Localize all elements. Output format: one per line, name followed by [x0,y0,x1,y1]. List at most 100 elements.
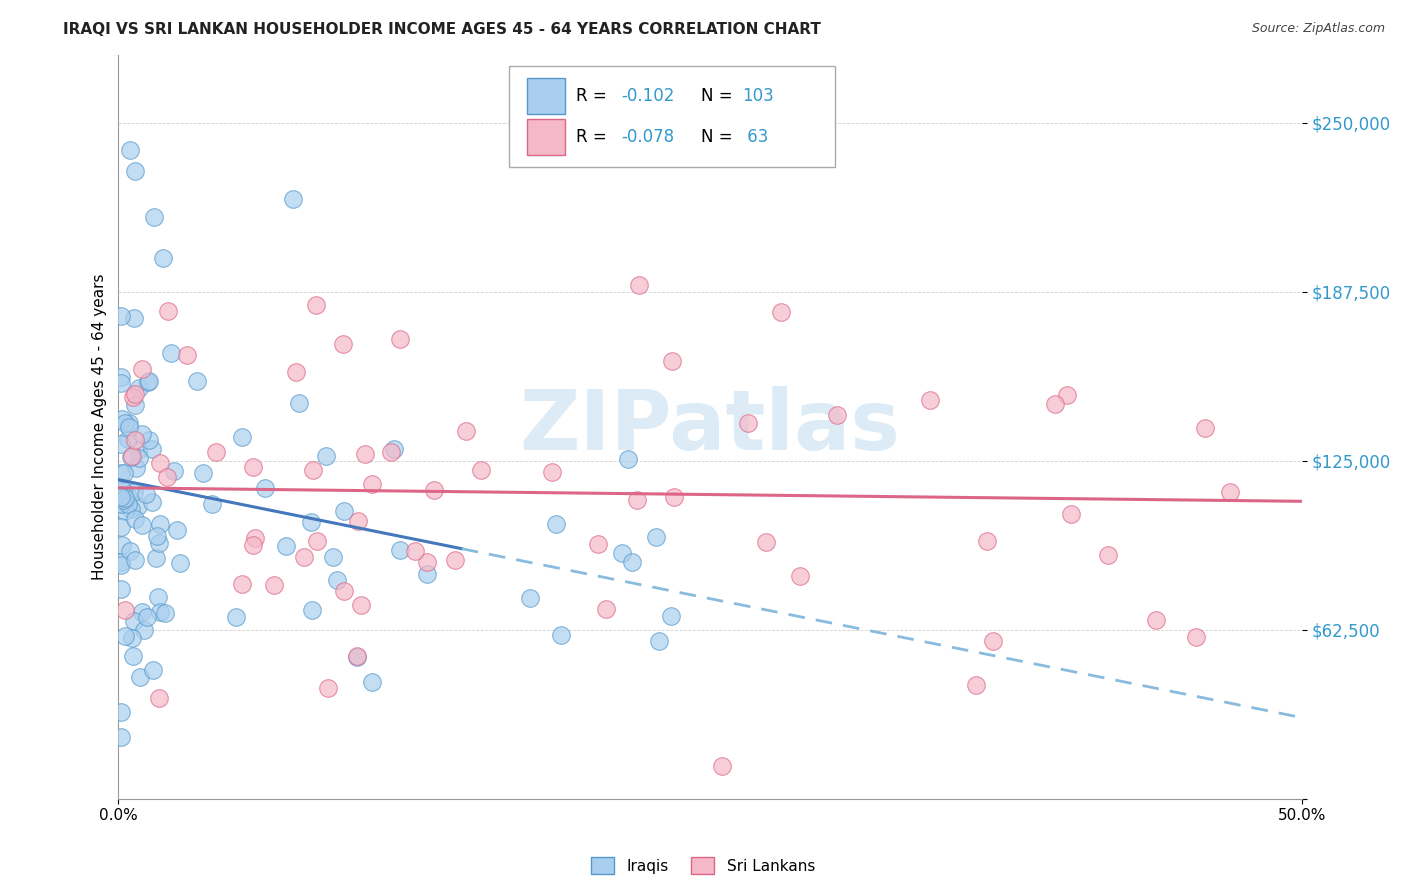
Point [305,298,328,312]
Point [127,499,149,513]
Point [148,690,170,705]
Point [111,484,134,499]
Point [112,466,135,480]
Point [124,461,146,475]
Point [361,674,384,689]
Point [131,605,153,619]
Point [176,348,198,362]
Point [121,391,143,405]
Point [120,450,142,464]
Point [110,309,132,323]
Point [827,409,849,423]
Point [1144,613,1167,627]
Point [755,534,778,549]
Point [191,466,214,480]
Point [976,534,998,549]
Point [111,492,134,507]
Point [1056,387,1078,401]
Point [155,606,177,620]
Point [416,556,439,570]
Point [136,375,159,389]
Point [118,544,141,558]
Point [145,550,167,565]
Point [350,599,373,613]
Point [110,376,132,391]
Text: -0.102: -0.102 [621,87,675,105]
Point [544,516,567,531]
Point [626,492,648,507]
Point [299,515,322,529]
Point [610,546,633,560]
Point [231,430,253,444]
Point [124,553,146,567]
Text: IRAQI VS SRI LANKAN HOUSEHOLDER INCOME AGES 45 - 64 YEARS CORRELATION CHART: IRAQI VS SRI LANKAN HOUSEHOLDER INCOME A… [63,22,821,37]
Point [135,487,157,501]
Point [283,192,305,206]
Point [118,419,141,434]
Point [124,512,146,526]
Point [111,538,134,552]
Point [110,412,132,426]
Point [245,532,267,546]
Point [146,591,169,605]
Point [301,603,323,617]
Point [114,603,136,617]
Text: ZIPatlas: ZIPatlas [520,386,901,467]
Point [981,634,1004,648]
Point [315,449,337,463]
Point [354,447,377,461]
Point [662,491,685,505]
Point [149,605,172,619]
Point [302,463,325,477]
Point [128,381,150,395]
Point [470,463,492,477]
Point [110,730,132,744]
Text: -0.078: -0.078 [621,128,675,146]
Point [617,451,640,466]
Point [122,485,145,500]
Point [110,466,132,480]
Point [454,424,477,438]
Point [120,143,142,157]
Point [737,416,759,430]
Point [110,480,132,494]
Point [263,578,285,592]
Point [156,469,179,483]
Point [550,628,572,642]
FancyBboxPatch shape [527,78,565,113]
Point [588,537,610,551]
Point [114,416,136,430]
Point [316,681,339,695]
Point [322,549,344,564]
Point [124,398,146,412]
Point [1059,508,1081,522]
Point [115,488,138,502]
Point [648,634,671,648]
Point [305,534,328,549]
Point [346,649,368,664]
Point [169,556,191,570]
Point [225,610,247,624]
Point [1194,421,1216,435]
Point [242,460,264,475]
Point [148,536,170,550]
Text: 63: 63 [742,128,769,146]
Point [124,164,146,178]
Point [1097,548,1119,562]
Point [110,498,132,512]
Point [416,566,439,581]
Point [110,582,132,596]
Point [110,370,132,384]
Point [114,492,136,507]
Point [965,678,987,692]
Point [380,445,402,459]
Point [360,476,382,491]
Point [121,449,143,463]
Point [142,211,165,225]
Point [131,427,153,442]
Point [620,555,643,569]
Point [110,520,132,534]
Point [186,374,208,388]
Point [114,629,136,643]
Point [1184,630,1206,644]
